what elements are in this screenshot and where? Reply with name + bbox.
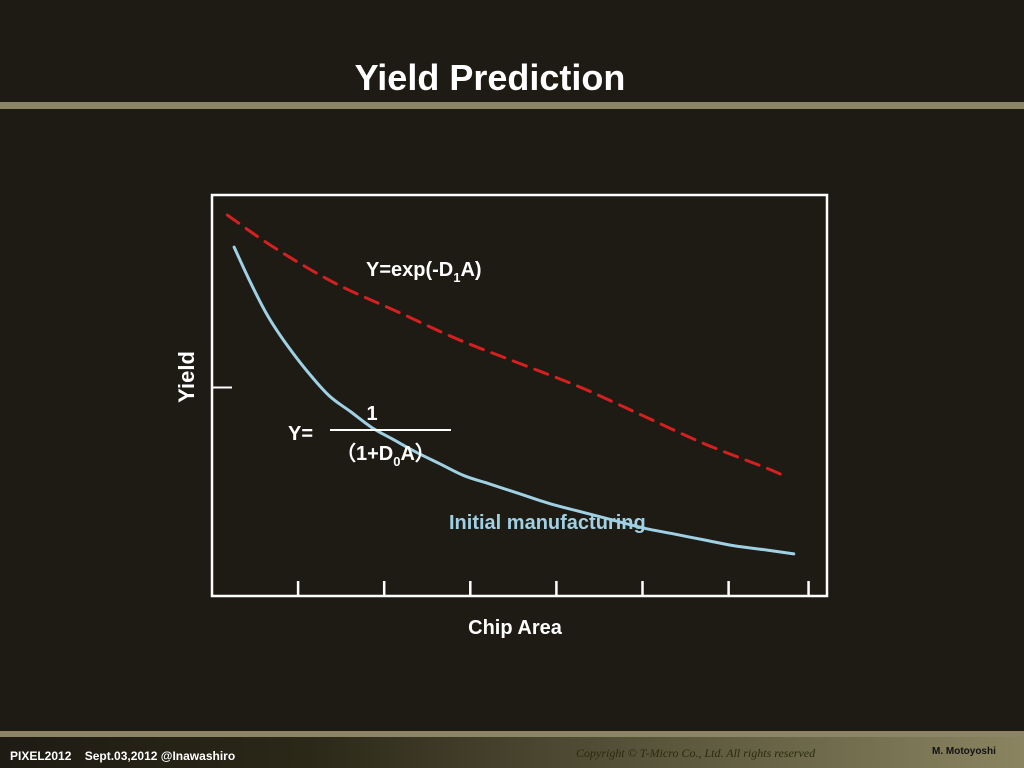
- x-axis-label: Chip Area: [468, 617, 563, 639]
- footer-author: M. Motoyoshi: [932, 746, 996, 757]
- exp-formula-subscript: 1: [453, 270, 460, 285]
- footer-band: [0, 737, 1024, 768]
- slide-title: Yield Prediction: [354, 57, 626, 98]
- y-axis-label: Yield: [174, 351, 199, 403]
- fraction-formula-numerator: 1: [366, 403, 377, 425]
- initial-manufacturing-label: Initial manufacturing: [449, 512, 646, 534]
- denominator-subscript: 0: [393, 454, 400, 469]
- plot-frame: [210, 193, 829, 598]
- fraction-formula-lhs: Y=: [288, 423, 313, 445]
- exp-model-line: [225, 213, 786, 478]
- x-axis-ticks: [296, 581, 810, 596]
- exp-formula-prefix: Y=exp(-D: [366, 259, 453, 281]
- footer-event: PIXEL2012: [10, 749, 72, 763]
- exp-formula-label: Y=exp(-D1A): [366, 259, 482, 285]
- footer-event-info: PIXEL2012 Sept.03,2012 @Inawashiro: [10, 749, 235, 763]
- fraction-formula-denominator: （1+D0A）: [336, 442, 435, 469]
- title-divider: [0, 102, 1024, 109]
- denominator-suffix: A）: [400, 442, 434, 465]
- footer-date-place: Sept.03,2012 @Inawashiro: [84, 749, 236, 763]
- series-layer: [225, 213, 796, 556]
- exp-formula-suffix: A): [460, 259, 481, 281]
- footer-divider: [0, 731, 1024, 737]
- footer-copyright: Copyright © T-Micro Co., Ltd. All rights…: [576, 746, 816, 760]
- denominator-prefix: （1+D: [336, 442, 393, 465]
- initial-manufacturing-line: [232, 245, 796, 556]
